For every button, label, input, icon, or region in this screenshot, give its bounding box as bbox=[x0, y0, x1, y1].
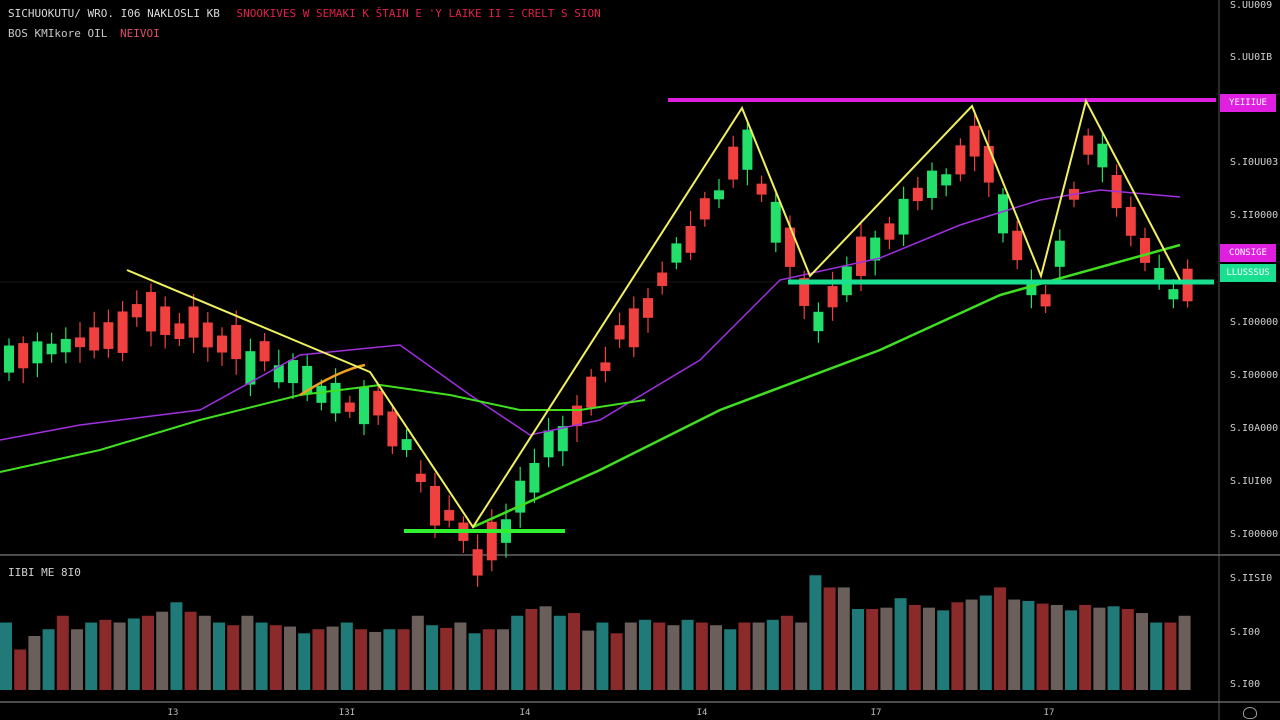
sub-legend: BOS KMIkore OIL bbox=[8, 27, 108, 40]
price-tick-label: S.II0000 bbox=[1230, 210, 1279, 221]
candlesticks bbox=[4, 110, 1193, 587]
time-tick-label: I7 bbox=[870, 708, 882, 718]
price-tag[interactable]: YEIIIUE bbox=[1220, 94, 1276, 112]
time-tick-label: I3 bbox=[167, 708, 179, 718]
price-tick-label: S.I0A000 bbox=[1230, 423, 1279, 434]
price-tick-label: S.I00000 bbox=[1230, 370, 1279, 381]
volume-bars bbox=[0, 575, 1191, 690]
price-tick-label: S.UU0IB bbox=[1230, 52, 1273, 63]
sub-legend-accent: NEIVOI bbox=[119, 27, 160, 40]
orange-curve bbox=[299, 363, 366, 397]
price-tick-label: S.I00000 bbox=[1230, 317, 1279, 328]
settings-icon[interactable] bbox=[1243, 707, 1257, 719]
price-tick-label: S.I00000 bbox=[1230, 529, 1279, 540]
time-tick-label: I7 bbox=[1043, 708, 1055, 718]
volume-tick-label: S.IISI0 bbox=[1230, 573, 1273, 584]
price-tick-label: S.I0UU03 bbox=[1230, 157, 1279, 168]
volume-tick-label: S.I00 bbox=[1230, 679, 1261, 690]
time-tick-label: I4 bbox=[696, 708, 708, 718]
ma-slow-line bbox=[0, 383, 646, 473]
time-tick-label: I4 bbox=[519, 708, 531, 718]
indicator-list[interactable]: SNOOKIVES W SEMAKI K ŠTAIN E 'Y LAIKE II… bbox=[236, 7, 601, 20]
price-tag[interactable]: CONSIGE bbox=[1220, 244, 1276, 262]
volume-tick-label: S.I00 bbox=[1230, 627, 1261, 638]
chart-legend: SICHUOKUTU/ WRO. I06 NAKLOSLI KB SNOOKIV… bbox=[8, 4, 601, 44]
price-tag[interactable]: LLUSSSUS bbox=[1220, 264, 1276, 282]
time-tick-label: I3I bbox=[338, 708, 356, 718]
price-tick-label: S.UU009 bbox=[1230, 0, 1273, 11]
volume-pane-label: IIBI ME 8I0 bbox=[8, 566, 81, 579]
pattern-zigzag-line[interactable] bbox=[126, 98, 1181, 529]
uptrend-line[interactable] bbox=[472, 243, 1181, 529]
price-tick-label: S.IUI00 bbox=[1230, 476, 1273, 487]
symbol-title: SICHUOKUTU/ WRO. I06 NAKLOSLI KB bbox=[8, 7, 220, 20]
